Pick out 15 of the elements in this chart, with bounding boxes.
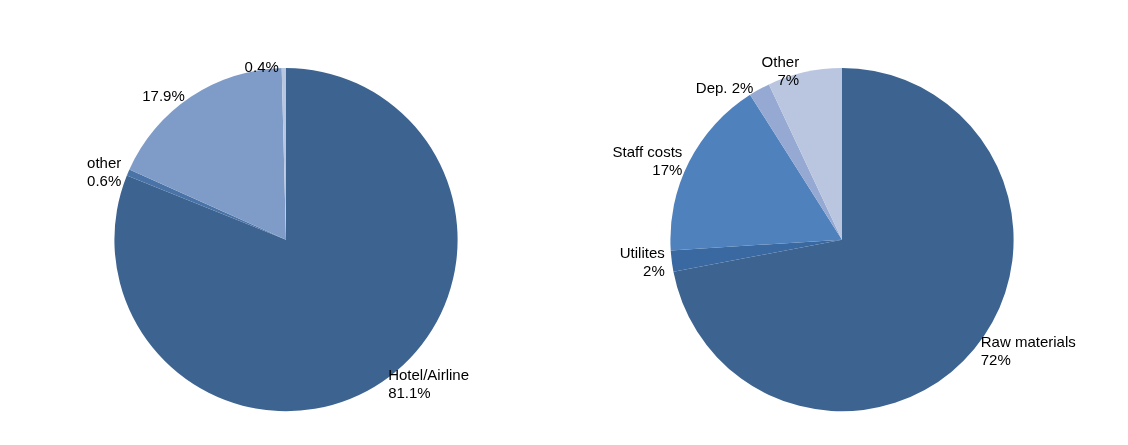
slice-label: Other <box>761 52 800 70</box>
slice-label: other <box>87 154 122 172</box>
slice-label: Hotel/Airline <box>388 366 469 384</box>
data-label: 17.9% <box>142 86 185 104</box>
slice-label: Dep. 2% <box>695 79 754 97</box>
data-label: 7% <box>777 70 800 88</box>
data-label: 2% <box>643 261 665 279</box>
data-label: 72% <box>980 350 1011 368</box>
data-label: 81.1% <box>388 384 431 402</box>
data-label: 17% <box>652 161 683 179</box>
slice-label: Raw materials <box>980 332 1076 350</box>
data-label: 0.6% <box>87 172 122 190</box>
slice-label: Staff costs <box>612 143 683 161</box>
data-label: 0.4% <box>244 57 279 75</box>
slice-label: Utilites <box>619 243 665 261</box>
